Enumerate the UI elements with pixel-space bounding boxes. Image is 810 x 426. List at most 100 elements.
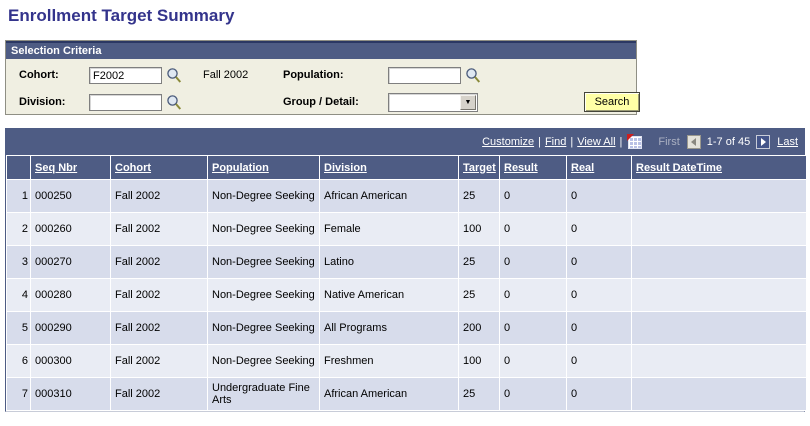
cell-cohort: Fall 2002	[110, 212, 208, 246]
cell-real: 0	[566, 212, 632, 246]
grid-download-icon[interactable]	[627, 133, 643, 149]
table-row: 3 000270 Fall 2002 Non-Degree Seeking La…	[6, 245, 807, 279]
sort-division[interactable]: Division	[324, 161, 367, 174]
right-arrow-icon[interactable]	[756, 135, 771, 149]
cell-division: All Programs	[319, 311, 459, 345]
row-number: 6	[6, 344, 31, 378]
customize-link[interactable]: Customize	[482, 136, 535, 148]
grid-action-bar: Customize | Find | View All | First 1-7 …	[6, 129, 804, 155]
view-all-link[interactable]: View All	[577, 136, 616, 148]
cell-division: African American	[319, 179, 459, 213]
cohort-lookup-icon[interactable]	[166, 67, 182, 83]
cell-real: 0	[566, 344, 632, 378]
row-number: 2	[6, 212, 31, 246]
cell-seq: 000300	[30, 344, 111, 378]
cell-division: Native American	[319, 278, 459, 312]
cell-cohort: Fall 2002	[110, 278, 208, 312]
left-arrow-icon	[686, 135, 701, 149]
cell-target: 25	[458, 179, 500, 213]
cell-real: 0	[566, 245, 632, 279]
sort-seq-nbr[interactable]: Seq Nbr	[35, 161, 78, 174]
cell-target: 100	[458, 344, 500, 378]
population-label: Population:	[283, 69, 344, 81]
sort-real[interactable]: Real	[571, 161, 595, 174]
cell-seq: 000290	[30, 311, 111, 345]
cohort-input[interactable]	[89, 67, 162, 84]
cell-population: Non-Degree Seeking	[207, 278, 320, 312]
cell-datetime	[631, 377, 807, 411]
find-link[interactable]: Find	[544, 136, 567, 148]
cell-division: Female	[319, 212, 459, 246]
cell-result: 0	[499, 212, 567, 246]
cell-division: Latino	[319, 245, 459, 279]
population-input[interactable]	[388, 67, 461, 84]
cohort-description: Fall 2002	[203, 69, 249, 81]
cell-cohort: Fall 2002	[110, 179, 208, 213]
cell-datetime	[631, 344, 807, 378]
cell-cohort: Fall 2002	[110, 344, 208, 378]
header-row: Seq Nbr Cohort Population Division Targe…	[6, 155, 807, 180]
sort-cohort[interactable]: Cohort	[115, 161, 152, 174]
division-input[interactable]	[89, 94, 162, 111]
group-detail-select[interactable]: ▼	[388, 93, 478, 112]
cell-division: Freshmen	[319, 344, 459, 378]
cell-population: Non-Degree Seeking	[207, 179, 320, 213]
rownum-header	[6, 155, 31, 180]
selection-criteria-box: Selection Criteria Cohort: Fall 2002 Pop…	[5, 40, 640, 115]
cell-seq: 000270	[30, 245, 111, 279]
table-row: 4 000280 Fall 2002 Non-Degree Seeking Na…	[6, 278, 807, 312]
cell-population: Non-Degree Seeking	[207, 344, 320, 378]
cell-target: 100	[458, 212, 500, 246]
cell-target: 25	[458, 245, 500, 279]
table-row: 5 000290 Fall 2002 Non-Degree Seeking Al…	[6, 311, 807, 345]
group-detail-label: Group / Detail:	[283, 96, 359, 108]
toolbar-separator: |	[619, 136, 623, 148]
search-button[interactable]: Search	[584, 92, 640, 112]
table-row: 7 000310 Fall 2002 Undergraduate Fine Ar…	[6, 377, 807, 411]
cell-datetime	[631, 212, 807, 246]
cell-result: 0	[499, 245, 567, 279]
cell-result: 0	[499, 278, 567, 312]
results-table: Seq Nbr Cohort Population Division Targe…	[6, 155, 807, 411]
cell-result: 0	[499, 377, 567, 411]
cell-result: 0	[499, 179, 567, 213]
page-title: Enrollment Target Summary	[8, 6, 235, 25]
cell-datetime	[631, 278, 807, 312]
cell-seq: 000280	[30, 278, 111, 312]
cell-real: 0	[566, 278, 632, 312]
cell-seq: 000310	[30, 377, 111, 411]
sort-result-datetime[interactable]: Result DateTime	[636, 161, 722, 174]
cell-real: 0	[566, 311, 632, 345]
cell-population: Non-Degree Seeking	[207, 245, 320, 279]
cell-real: 0	[566, 179, 632, 213]
table-row: 1 000250 Fall 2002 Non-Degree Seeking Af…	[6, 179, 807, 213]
cohort-label: Cohort:	[19, 69, 59, 81]
toolbar-separator: |	[538, 136, 541, 148]
row-number: 1	[6, 179, 31, 213]
toolbar-separator: |	[570, 136, 574, 148]
cell-cohort: Fall 2002	[110, 377, 208, 411]
cell-cohort: Fall 2002	[110, 245, 208, 279]
division-label: Division:	[19, 96, 66, 108]
row-number: 3	[6, 245, 31, 279]
table-row: 2 000260 Fall 2002 Non-Degree Seeking Fe…	[6, 212, 807, 246]
cell-target: 25	[458, 278, 500, 312]
cell-result: 0	[499, 344, 567, 378]
division-lookup-icon[interactable]	[166, 94, 182, 110]
sort-population[interactable]: Population	[212, 161, 269, 174]
sort-result[interactable]: Result	[504, 161, 538, 174]
cell-datetime	[631, 179, 807, 213]
pagination-range: 1-7 of 45	[706, 136, 751, 148]
cell-result: 0	[499, 311, 567, 345]
population-lookup-icon[interactable]	[465, 67, 481, 83]
row-number: 5	[6, 311, 31, 345]
pagination-last[interactable]: Last	[777, 136, 798, 148]
cell-division: African American	[319, 377, 459, 411]
row-number: 4	[6, 278, 31, 312]
cell-seq: 000260	[30, 212, 111, 246]
results-grid: Customize | Find | View All | First 1-7 …	[5, 128, 807, 412]
sort-target[interactable]: Target	[463, 161, 496, 174]
selection-criteria-body: Cohort: Fall 2002 Population: Division:	[6, 59, 640, 114]
cell-population: Non-Degree Seeking	[207, 212, 320, 246]
chevron-down-icon[interactable]: ▼	[460, 95, 476, 110]
